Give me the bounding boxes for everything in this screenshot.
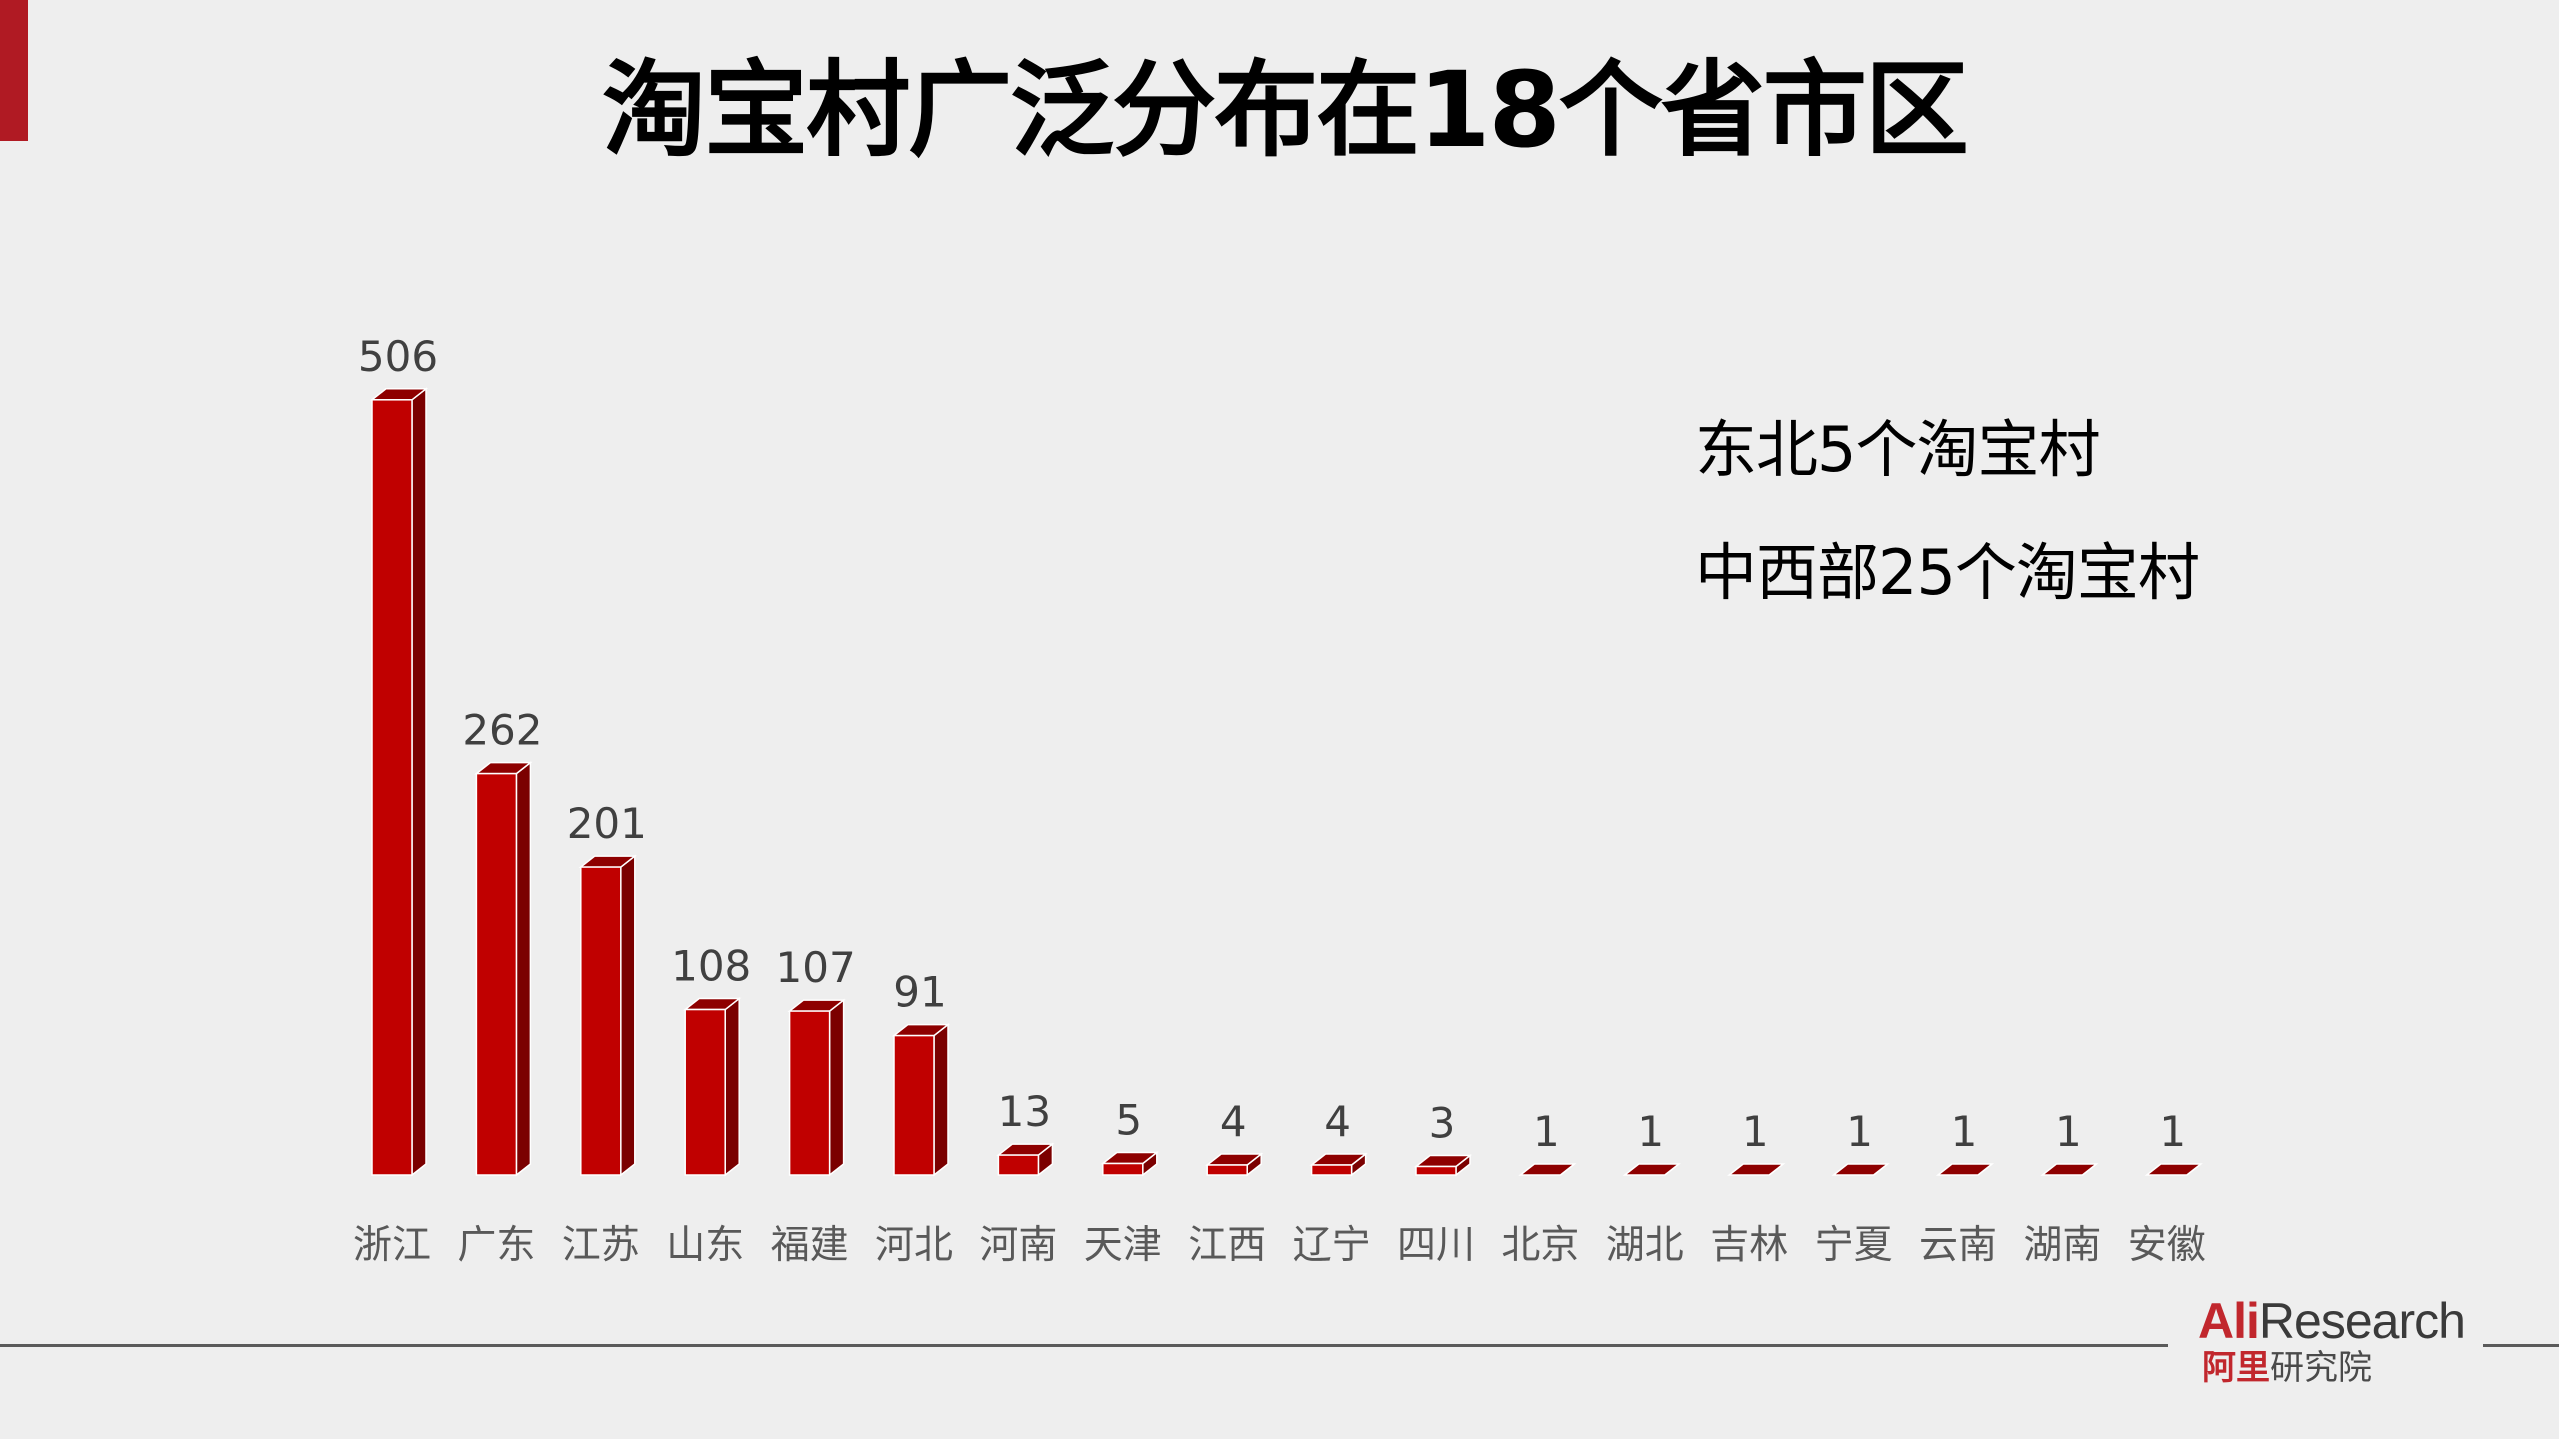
category-label: 天津 — [1084, 1223, 1162, 1268]
data-label: 262 — [462, 706, 542, 755]
data-label: 107 — [776, 943, 856, 992]
bar-14: 1 宁夏 — [1815, 1107, 1893, 1268]
data-label: 1 — [1533, 1107, 1560, 1156]
data-label: 1 — [2159, 1107, 2186, 1156]
logo-chinese: 阿里研究院 — [2202, 1348, 2372, 1388]
logo-english: AliResearch — [2198, 1293, 2466, 1349]
data-label: 13 — [998, 1087, 1051, 1136]
logo-research-text: Research — [2258, 1293, 2466, 1349]
data-label: 108 — [671, 942, 751, 991]
bar-9: 4 辽宁 — [1293, 1097, 1371, 1268]
category-label: 辽宁 — [1293, 1223, 1371, 1268]
slide-title: 淘宝村广泛分布在18个省市区 — [602, 49, 1969, 171]
data-label: 3 — [1429, 1099, 1456, 1148]
bar-10: 3 四川 — [1397, 1099, 1475, 1269]
footer-divider-left — [0, 1344, 2168, 1347]
category-label: 广东 — [457, 1223, 535, 1268]
data-label: 1 — [2055, 1107, 2082, 1156]
aliresearch-logo: AliResearch 阿里研究院 — [2198, 1296, 2478, 1396]
bar-13: 1 吉林 — [1710, 1107, 1788, 1268]
logo-cn-brand: 阿里 — [2202, 1348, 2270, 1388]
category-label: 浙江 — [353, 1223, 431, 1268]
data-label: 1 — [1951, 1107, 1978, 1156]
bar-7: 5 天津 — [1084, 1096, 1162, 1269]
category-label: 宁夏 — [1815, 1223, 1893, 1268]
data-label: 91 — [893, 968, 946, 1017]
data-label: 1 — [1637, 1107, 1664, 1156]
bar-5: 91 河北 — [875, 968, 953, 1268]
bar-6: 13 河南 — [979, 1087, 1057, 1268]
bar-0: 506 浙江 — [353, 332, 438, 1268]
annotation-central-west: 中西部25个淘宝村 — [1695, 536, 2200, 609]
category-label: 江西 — [1188, 1223, 1266, 1268]
category-label: 河南 — [979, 1223, 1057, 1268]
category-label: 河北 — [875, 1223, 953, 1268]
bar-2: 201 江苏 — [562, 799, 647, 1268]
corner-accent-block — [0, 0, 28, 141]
data-label: 5 — [1115, 1096, 1142, 1145]
category-label: 湖北 — [1606, 1223, 1684, 1268]
category-label: 北京 — [1501, 1223, 1579, 1268]
data-label: 4 — [1324, 1097, 1351, 1146]
category-label: 山东 — [666, 1223, 744, 1268]
footer-divider-right — [2483, 1344, 2559, 1347]
logo-ali-text: Ali — [2198, 1293, 2260, 1349]
bar-16: 1 湖南 — [2023, 1107, 2101, 1268]
bar-3: 108 山东 — [666, 942, 751, 1268]
data-label: 201 — [567, 799, 647, 848]
bar-1: 262 广东 — [457, 706, 542, 1268]
bar-15: 1 云南 — [1919, 1107, 1997, 1268]
data-label: 1 — [1846, 1107, 1873, 1156]
bar-12: 1 湖北 — [1606, 1107, 1684, 1268]
bar-4: 107 福建 — [771, 943, 856, 1268]
bar-11: 1 北京 — [1501, 1107, 1579, 1268]
data-label: 506 — [358, 332, 438, 381]
bar-8: 4 江西 — [1188, 1097, 1266, 1268]
logo-cn-rest: 研究院 — [2270, 1348, 2372, 1388]
category-label: 云南 — [1919, 1223, 1997, 1268]
category-label: 江苏 — [562, 1223, 640, 1268]
bar-17: 1 安徽 — [2128, 1107, 2206, 1268]
category-label: 福建 — [771, 1223, 849, 1268]
data-label: 4 — [1220, 1097, 1247, 1146]
category-label: 吉林 — [1710, 1223, 1788, 1268]
category-label: 安徽 — [2128, 1223, 2206, 1268]
annotation-northeast: 东北5个淘宝村 — [1695, 413, 2100, 486]
data-label: 1 — [1742, 1107, 1769, 1156]
category-label: 湖南 — [2023, 1223, 2101, 1268]
category-label: 四川 — [1397, 1223, 1475, 1268]
